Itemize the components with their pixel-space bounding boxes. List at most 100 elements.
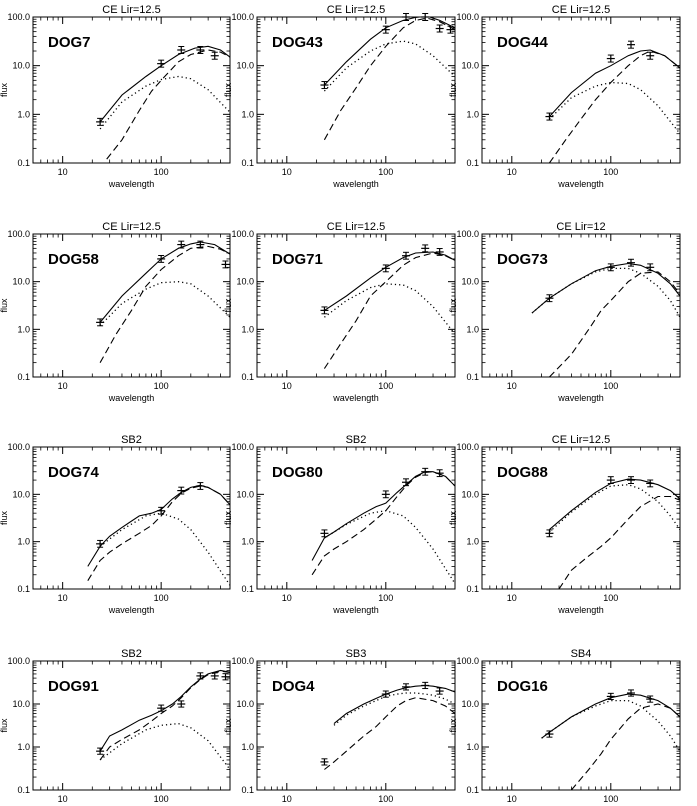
data-point (221, 673, 230, 681)
x-tick-label: 10 (282, 381, 292, 391)
x-tick-label: 10 (58, 381, 68, 391)
y-tick-label: 0.1 (241, 158, 254, 168)
y-tick-label: 0.1 (17, 372, 30, 382)
panel-title: CE Lir=12.5 (102, 221, 160, 233)
panel-dog58: CE Lir=12.5 DOG58 0.1 1.0 10.0 100.0 10 100 wave… (0, 221, 231, 403)
data-point (177, 700, 186, 708)
x-tick-label: 10 (58, 593, 68, 603)
series-agn-line (99, 512, 230, 586)
y-tick-label: 100.0 (7, 12, 30, 22)
series-total-line (311, 471, 455, 561)
series-starburst-line (324, 697, 455, 770)
data-point (402, 251, 411, 260)
data-point (421, 681, 430, 690)
object-label: DOG4 (272, 678, 315, 695)
data-point (96, 117, 105, 126)
x-axis-label: wavelength (332, 179, 379, 189)
data-point (320, 758, 329, 766)
data-point (627, 258, 636, 267)
x-axis-label: wavelength (557, 605, 604, 615)
data-point (157, 506, 166, 515)
panel-dog80: SB2 DOG80 0.1 1.0 10.0 100.0 10 100 wavelength fl… (223, 434, 456, 615)
data-point (320, 529, 329, 538)
panel-dog43: CE Lir=12.5 DOG43 0.1 1.0 10.0 100.0 10 100 wave… (223, 4, 456, 189)
data-point (177, 240, 186, 249)
panel-title: SB2 (346, 434, 367, 446)
y-tick-label: 1.0 (241, 109, 254, 119)
data-point (177, 486, 186, 495)
data-point (177, 45, 186, 54)
y-tick-label: 10.0 (236, 699, 254, 709)
y-tick-label: 0.1 (466, 158, 479, 168)
series-agn-line (324, 283, 455, 335)
series-total-line (548, 49, 680, 117)
series-agn-line (324, 510, 455, 584)
series-starburst-line (99, 670, 230, 761)
series-total-line (99, 45, 230, 123)
y-axis-label: flux (0, 511, 9, 526)
panel-dog74: SB2 DOG74 0.1 1.0 10.0 100.0 10 100 wavelength fl… (0, 434, 231, 615)
data-point (545, 112, 554, 121)
x-axis-label: wavelength (557, 179, 604, 189)
data-point (646, 695, 655, 703)
x-tick-label: 10 (58, 167, 68, 177)
y-tick-label: 0.1 (17, 158, 30, 168)
x-tick-label: 100 (378, 167, 393, 177)
data-point (646, 479, 655, 488)
data-point (646, 263, 655, 272)
data-point (320, 81, 329, 90)
data-point (402, 478, 411, 487)
data-point (196, 240, 205, 249)
y-tick-label: 1.0 (17, 324, 30, 334)
y-axis-label: flux (0, 83, 9, 98)
y-tick-label: 10.0 (236, 61, 254, 71)
y-tick-label: 1.0 (466, 742, 479, 752)
data-point (606, 476, 615, 484)
data-point (606, 263, 615, 272)
data-point (402, 13, 411, 21)
panel-dog91: SB2DOG910.11.010.0100.010100wavelengthfl… (0, 648, 231, 804)
x-axis-label: wavelength (332, 393, 379, 403)
y-axis-label: flux (223, 298, 233, 313)
data-point (381, 690, 390, 698)
data-point (196, 482, 205, 490)
data-point (210, 51, 219, 60)
y-tick-label: 100.0 (7, 229, 30, 239)
data-point (196, 45, 205, 54)
series-starburst-line (311, 471, 455, 576)
y-tick-label: 10.0 (236, 489, 254, 499)
series-agn-line (323, 40, 455, 92)
series-starburst-line (323, 17, 455, 141)
panel-title: CE Lir=12 (556, 221, 605, 233)
y-tick-label: 0.1 (17, 785, 30, 795)
y-tick-label: 0.1 (241, 785, 254, 795)
x-axis-label: wavelength (108, 179, 155, 189)
data-point (435, 469, 444, 478)
data-point (606, 692, 615, 701)
y-tick-label: 10.0 (461, 61, 479, 71)
y-tick-label: 1.0 (241, 537, 254, 547)
panel-title: SB4 (571, 648, 592, 660)
series-starburst-line (99, 245, 230, 363)
data-point (435, 248, 444, 256)
data-point (381, 25, 390, 34)
y-tick-label: 10.0 (12, 699, 30, 709)
y-axis-label: flux (223, 718, 233, 733)
x-tick-label: 100 (378, 593, 393, 603)
object-label: DOG74 (48, 464, 100, 481)
data-point (545, 294, 554, 303)
panel-dog73: CE Lir=12 DOG73 0.1 1.0 10.0 100.0 10 100 wavele… (448, 221, 681, 403)
data-point (96, 318, 105, 327)
data-point (402, 683, 411, 691)
x-axis-label: wavelength (108, 393, 155, 403)
series-agn-line (99, 281, 230, 327)
panel-dog44: CE Lir=12.5 DOG44 0.1 1.0 10.0 100.0 10 100 wave… (448, 4, 681, 189)
y-tick-label: 0.1 (466, 785, 479, 795)
y-axis-label: flux (448, 83, 458, 98)
series-starburst-line (548, 50, 680, 163)
y-tick-label: 0.1 (17, 584, 30, 594)
y-axis-label: flux (223, 83, 233, 98)
y-tick-label: 10.0 (236, 277, 254, 287)
panel-dog88: CE Lir=12.5 DOG88 0.1 1.0 10.0 100.0 10 100 wave… (448, 434, 681, 615)
data-point (545, 730, 554, 738)
